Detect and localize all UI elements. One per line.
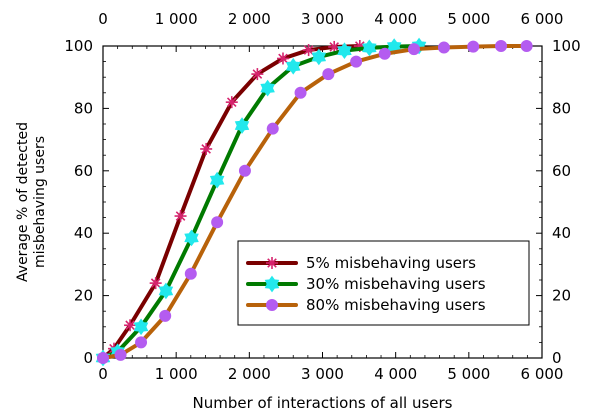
data-point — [337, 42, 352, 60]
data-point — [174, 210, 187, 223]
data-point-stroke — [329, 42, 340, 52]
data-point — [234, 117, 250, 134]
data-point — [97, 352, 109, 364]
y-axis-title-line-1: Average % of detected — [15, 122, 31, 282]
x-tick-label: 1 000 — [155, 365, 198, 383]
data-point-stroke — [125, 320, 135, 331]
y-right-tick-label: 60 — [552, 162, 571, 180]
data-point — [407, 43, 420, 56]
series-group — [95, 37, 533, 367]
data-point — [211, 216, 224, 229]
data-point — [225, 96, 238, 109]
x-tick-label: 2 000 — [228, 365, 271, 383]
data-point — [209, 171, 225, 189]
legend-item: 80% misbehaving users — [246, 296, 486, 314]
data-point — [200, 142, 213, 155]
data-point — [266, 257, 278, 269]
data-point — [350, 55, 363, 68]
data-point — [135, 336, 148, 349]
data-point — [260, 79, 275, 97]
y-tick-label: 40 — [74, 224, 93, 242]
data-point-stroke — [226, 97, 237, 107]
x-tick-label: 6 000 — [521, 365, 564, 383]
data-point — [149, 277, 162, 290]
x-top-tick-label: 0 — [98, 10, 108, 28]
data-point-stroke — [150, 278, 161, 288]
data-point — [467, 40, 480, 53]
x-top-tick-label: 4 000 — [374, 10, 417, 28]
data-point-stroke — [267, 258, 277, 268]
x-top-tick-label: 6 000 — [521, 10, 564, 28]
data-point — [184, 229, 199, 247]
y-right-tick-label: 40 — [552, 224, 571, 242]
y-right-tick-label: 80 — [552, 99, 571, 117]
data-point — [437, 41, 450, 54]
data-point-stroke — [252, 69, 263, 79]
data-point — [124, 319, 137, 332]
data-point-stroke — [278, 53, 288, 64]
data-point — [495, 40, 508, 52]
data-point — [251, 68, 264, 81]
data-point — [238, 164, 251, 177]
y-tick-label: 60 — [74, 162, 93, 180]
data-point-stroke — [201, 144, 211, 154]
legend-label: 5% misbehaving users — [306, 254, 476, 272]
x-top-tick-label: 5 000 — [447, 10, 490, 28]
x-tick-label: 0 — [98, 365, 108, 383]
x-tick-label: 5 000 — [447, 365, 490, 383]
data-point — [302, 44, 315, 57]
data-point — [276, 52, 289, 65]
x-top-tick-label: 3 000 — [301, 10, 344, 28]
y-right-tick-label: 100 — [552, 37, 581, 55]
y-right-tick-label: 20 — [552, 287, 571, 305]
data-point — [322, 68, 335, 81]
data-point — [159, 309, 172, 322]
data-point — [328, 40, 341, 53]
y-right-tick-label: 0 — [552, 349, 562, 367]
data-point — [378, 47, 391, 60]
x-axis-title: Number of interactions of all users — [192, 394, 452, 412]
y-tick-label: 100 — [64, 37, 93, 55]
legend-label: 80% misbehaving users — [306, 296, 486, 314]
y-axis-title-line-2: misbehaving users — [32, 136, 48, 268]
data-point — [114, 348, 127, 361]
legend-item: 5% misbehaving users — [246, 254, 476, 272]
legend: 5% misbehaving users 30% misbehaving user… — [237, 240, 530, 326]
x-tick-label: 3 000 — [301, 365, 344, 383]
data-point — [285, 57, 301, 75]
data-point — [266, 122, 279, 135]
x-top-tick-label: 2 000 — [228, 10, 271, 28]
data-point — [158, 282, 174, 300]
data-point — [266, 299, 278, 311]
data-point — [520, 40, 533, 52]
series — [97, 40, 533, 364]
data-point — [311, 48, 327, 66]
data-point — [184, 267, 197, 280]
axis-titles: Number of interactions of all users Aver… — [15, 122, 453, 412]
y-tick-label: 80 — [74, 99, 93, 117]
x-tick-label: 4 000 — [374, 365, 417, 383]
data-point — [133, 318, 149, 336]
data-point — [294, 86, 307, 99]
y-tick-label: 0 — [83, 349, 93, 367]
data-point-stroke — [175, 211, 186, 221]
data-point — [264, 275, 280, 293]
legend-label: 30% misbehaving users — [306, 275, 486, 293]
data-point-stroke — [303, 45, 314, 55]
x-top-tick-label: 1 000 — [155, 10, 198, 28]
y-tick-label: 20 — [74, 287, 93, 305]
legend-item: 30% misbehaving users — [246, 275, 486, 293]
data-point — [362, 39, 377, 57]
